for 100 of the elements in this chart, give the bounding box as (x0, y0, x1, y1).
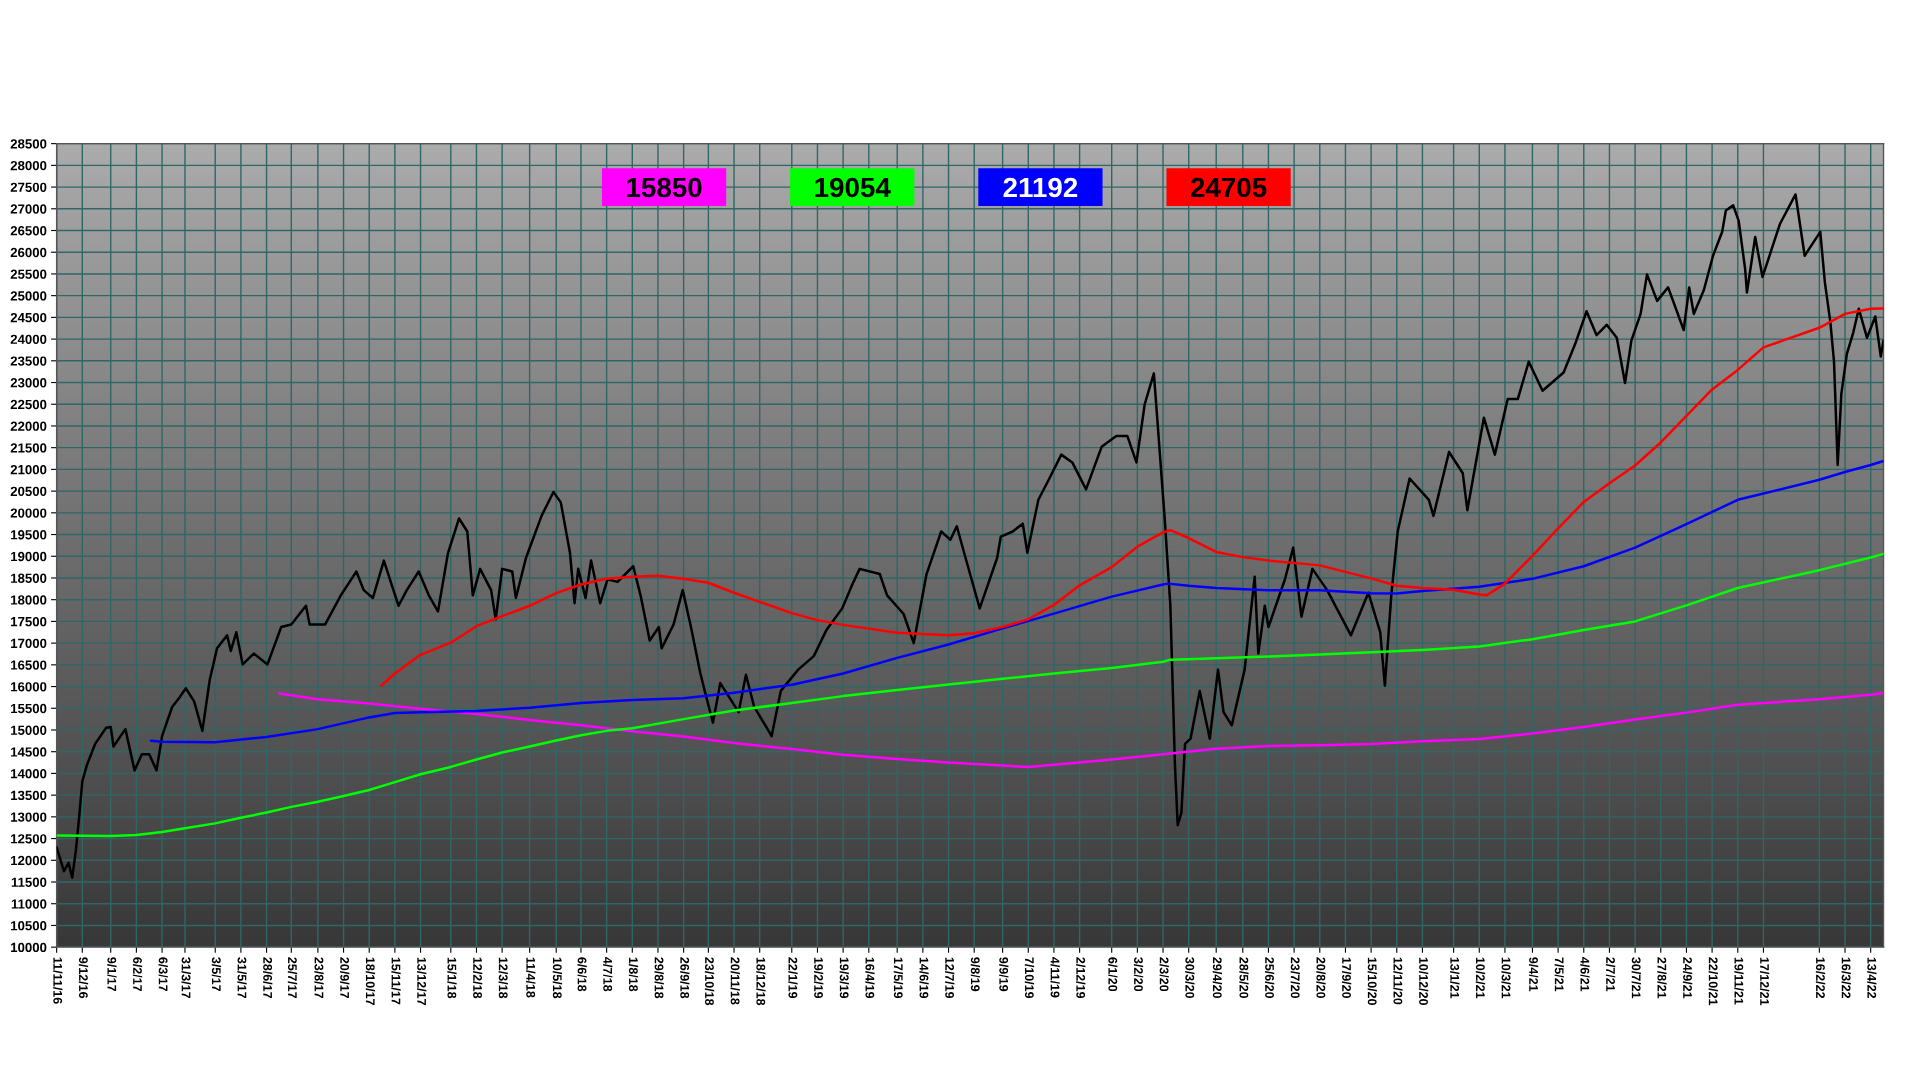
x-tick-label: 19/3/19 (839, 957, 849, 999)
x-tick-label: 22/1/19 (788, 957, 798, 999)
x-tick-label: 2/3/20 (1159, 957, 1169, 992)
y-tick-label: 11000 (11, 899, 47, 909)
line-series (379, 307, 1884, 687)
y-tick-label: 13000 (11, 812, 47, 822)
y-tick-label: 21000 (10, 464, 47, 475)
x-tick-label: 9/9/19 (999, 957, 1009, 992)
y-tick-label: 26500 (10, 226, 47, 236)
y-tick-label: 10500 (11, 921, 47, 931)
y-tick-label: 14000 (11, 768, 47, 779)
x-tick-label: 3/5/17 (211, 957, 222, 992)
x-tick-label: 20/11/18 (730, 957, 740, 1005)
x-tick-label: 28/6/17 (263, 957, 273, 999)
y-tick-label: 19000 (11, 551, 47, 562)
x-tick-label: 23/8/17 (314, 957, 324, 999)
y-tick-label: 27500 (10, 182, 47, 192)
x-tick-label: 16/3/22 (1841, 957, 1851, 999)
x-tick-label: 4/11/19 (1050, 957, 1060, 998)
y-tick-label: 10000 (11, 942, 47, 953)
x-tick-label: 13/1/21 (1450, 957, 1460, 999)
y-tick-label: 18500 (11, 573, 47, 583)
x-tick-label: 30/3/20 (1185, 957, 1195, 999)
line-series (149, 459, 1884, 744)
x-tick-label: 15/11/17 (391, 957, 401, 1005)
x-tick-label: 12/3/18 (498, 957, 508, 999)
y-tick-label: 20500 (10, 486, 47, 497)
y-tick-label: 12500 (11, 834, 47, 844)
y-tick-label: 16000 (11, 682, 47, 692)
x-tick-label: 10/12/20 (1418, 957, 1429, 1006)
x-tick-label: 4/7/18 (603, 957, 613, 992)
x-tick-label: 11/4/18 (526, 957, 536, 998)
y-tick-label: 23000 (10, 378, 47, 388)
x-tick-label: 6/2/17 (132, 957, 143, 992)
y-tick-label: 16500 (11, 660, 47, 670)
y-tick-label: 23500 (10, 356, 47, 366)
x-tick-label: 16/2/22 (1815, 957, 1826, 999)
x-tick-label: 25/7/17 (287, 957, 298, 999)
y-tick-label: 17500 (11, 616, 47, 627)
y-tick-label: 27000 (10, 204, 47, 214)
y-tick-label: 14500 (11, 747, 47, 757)
x-tick-label: 22/10/21 (1708, 957, 1718, 1006)
x-tick-label: 4/6/21 (1580, 957, 1590, 992)
x-tick-label: 26/9/18 (680, 957, 690, 999)
x-tick-label: 11/11/16 (53, 957, 63, 1004)
x-tick-label: 9/8/19 (970, 957, 981, 992)
x-tick-label: 6/6/18 (577, 957, 587, 992)
y-tick-label: 11500 (11, 877, 47, 887)
x-tick-label: 18/10/17 (365, 957, 376, 1005)
x-tick-label: 10/3/21 (1501, 957, 1511, 999)
y-tick-label: 12000 (11, 855, 47, 866)
y-tick-label: 25000 (10, 291, 47, 301)
x-tick-label: 20/8/20 (1316, 957, 1326, 999)
y-tick-label: 15000 (11, 725, 47, 735)
line-series (278, 691, 1884, 769)
x-tick-label: 17/5/19 (893, 957, 904, 999)
x-tick-label: 2/12/19 (1076, 957, 1086, 999)
x-tick-label: 1/8/18 (628, 957, 639, 992)
x-tick-label: 9/12/16 (78, 957, 89, 999)
x-tick-label: 16/4/19 (865, 957, 875, 999)
y-tick-label: 19500 (11, 530, 47, 540)
line-series (56, 552, 1884, 838)
x-tick-label: 6/1/20 (1108, 957, 1118, 992)
x-tick-label: 12/11/20 (1393, 957, 1403, 1005)
x-tick-label: 20/9/17 (340, 957, 350, 999)
x-tick-label: 17/12/21 (1759, 957, 1770, 1006)
x-tick-label: 23/10/18 (704, 957, 715, 1006)
y-tick-label: 28000 (10, 160, 47, 171)
x-tick-label: 7/5/21 (1554, 957, 1564, 992)
x-tick-label: 18/12/18 (756, 957, 766, 1006)
x-tick-label: 31/5/17 (237, 957, 247, 999)
x-tick-label: 12/7/19 (945, 957, 955, 999)
x-tick-label: 28/5/20 (1239, 957, 1249, 999)
text: 15850 (627, 177, 702, 198)
text: 21192 (1003, 177, 1078, 198)
y-tick-label: 21500 (10, 443, 47, 453)
y-tick-label: 20000 (10, 508, 47, 518)
y-tick-label: 13500 (11, 790, 47, 801)
x-tick-label: 29/4/20 (1212, 957, 1223, 999)
x-tick-label: 15/1/18 (447, 957, 457, 999)
x-tick-label: 13/12/17 (417, 957, 427, 1005)
x-tick-label: 6/3/17 (158, 957, 168, 992)
y-tick-label: 26000 (10, 247, 47, 258)
x-tick-label: 13/4/22 (1867, 957, 1877, 999)
x-tick-label: 27/8/21 (1657, 957, 1667, 999)
x-tick-label: 23/7/20 (1290, 957, 1300, 999)
x-tick-label: 30/7/21 (1631, 957, 1641, 999)
x-tick-label: 9/4/21 (1528, 957, 1539, 992)
x-tick-label: 19/2/19 (813, 957, 824, 999)
x-tick-label: 29/8/18 (654, 957, 664, 999)
x-tick-label: 7/10/19 (1024, 957, 1035, 999)
y-tick-label: 17000 (11, 638, 47, 649)
x-tick-label: 9/1/17 (107, 957, 117, 992)
y-tick-label: 24000 (10, 334, 47, 344)
x-tick-label: 24/9/21 (1682, 957, 1693, 999)
y-tick-label: 18000 (11, 595, 47, 605)
x-tick-label: 17/9/20 (1341, 957, 1352, 999)
x-tick-label: 15/10/20 (1367, 957, 1377, 1006)
y-tick-label: 28500 (10, 139, 47, 149)
x-tick-label: 19/11/21 (1734, 957, 1744, 1005)
